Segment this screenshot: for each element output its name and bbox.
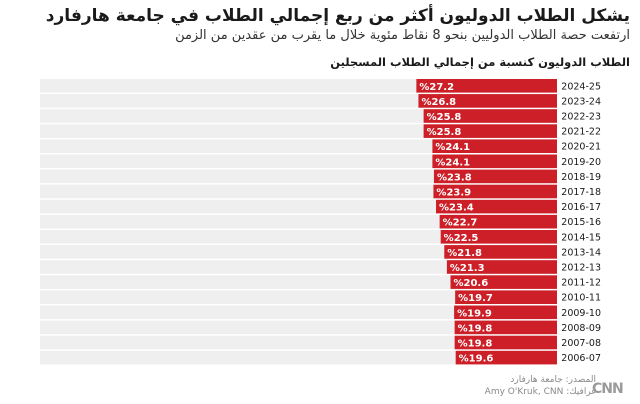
category-label: 2016-17: [561, 202, 601, 213]
source-line: المصدر: جامعة هارفارد: [510, 375, 596, 385]
bar-track: [40, 230, 557, 244]
bar-value-label: %23.4: [439, 203, 474, 214]
bar-value-label: %22.7: [443, 218, 478, 229]
category-label: 2007-08: [561, 338, 601, 349]
source-credit: المصدر: جامعة هارفارد غرافيك: Amy O'Kruk…: [484, 374, 596, 398]
cnn-logo-icon: CNN: [592, 381, 624, 397]
bar-value-label: %25.8: [427, 127, 462, 138]
category-label: 2024-25: [561, 81, 601, 92]
chart-heading: الطلاب الدوليون كنسبة من إجمالي الطلاب ا…: [330, 55, 630, 69]
category-label: 2013-14: [561, 247, 601, 258]
bar: [423, 109, 557, 123]
category-label: 2021-22: [561, 127, 601, 138]
category-label: 2019-20: [561, 157, 601, 168]
bar: [454, 320, 557, 335]
bar-value-label: %21.3: [450, 263, 485, 274]
category-label: 2011-12: [561, 278, 601, 289]
bar-value-label: %23.9: [436, 188, 471, 199]
category-label: 2018-19: [561, 172, 601, 183]
bar-track: [40, 154, 557, 169]
bar: [433, 169, 557, 184]
bar-value-label: %23.8: [437, 172, 472, 183]
bar-value-label: %19.8: [458, 323, 493, 334]
bar-value-label: %22.5: [444, 233, 479, 244]
category-label: 2023-24: [561, 96, 601, 107]
bar: [446, 260, 557, 274]
bar-value-label: %21.8: [447, 248, 482, 259]
bar-track: [40, 214, 557, 229]
bar-value-label: %20.6: [453, 278, 488, 289]
chart-subtitle: ارتفعت حصة الطلاب الدوليين بنحو 8 نقاط م…: [175, 28, 630, 43]
bar-track: [40, 245, 557, 259]
bar-track: [40, 350, 557, 365]
bar: [416, 79, 557, 93]
bar: [454, 305, 557, 320]
bar-value-label: %19.7: [458, 293, 493, 304]
category-label: 2020-21: [561, 142, 601, 153]
bar: [455, 350, 557, 365]
bar: [439, 214, 557, 229]
bar-track: [40, 275, 557, 289]
bar-value-label: %19.6: [459, 354, 494, 365]
graphic-credit-line: غرافيك: Amy O'Kruk, CNN: [484, 387, 596, 397]
bar-value-label: %24.1: [435, 157, 470, 168]
bar-track: [40, 320, 557, 335]
bar-track: [40, 184, 557, 199]
bar: [450, 275, 557, 289]
bar: [440, 230, 557, 244]
category-label: 2009-10: [561, 308, 601, 319]
chart-title: يشكل الطلاب الدوليون أكثر من ربع إجمالي …: [45, 6, 630, 26]
category-label: 2012-13: [561, 263, 601, 274]
bar: [423, 124, 557, 138]
bar: [455, 290, 557, 304]
bar-track: [40, 260, 557, 274]
category-label: 2015-16: [561, 217, 601, 228]
category-label: 2022-23: [561, 112, 601, 123]
bar: [444, 245, 557, 259]
bar-value-label: %26.8: [421, 97, 456, 108]
bar: [432, 139, 557, 153]
bar: [432, 154, 557, 169]
bar-value-label: %24.1: [435, 142, 470, 153]
category-label: 2010-11: [561, 293, 601, 304]
bar-track: [40, 199, 557, 214]
bar: [433, 184, 557, 199]
bar-track: [40, 139, 557, 153]
bar: [454, 335, 557, 350]
bar-value-label: %19.8: [458, 339, 493, 350]
bar: [418, 94, 557, 108]
category-label: 2017-18: [561, 187, 601, 198]
bar-track: [40, 335, 557, 350]
bar-track: [40, 169, 557, 184]
bar-value-label: %25.8: [427, 112, 462, 123]
bar-value-label: %19.9: [457, 308, 492, 319]
bar-value-label: %27.2: [419, 82, 454, 93]
bar: [436, 199, 557, 214]
bar-track: [40, 290, 557, 304]
bar-track: [40, 305, 557, 320]
category-label: 2008-09: [561, 323, 601, 334]
category-label: 2014-15: [561, 232, 601, 243]
category-label: 2006-07: [561, 353, 601, 364]
